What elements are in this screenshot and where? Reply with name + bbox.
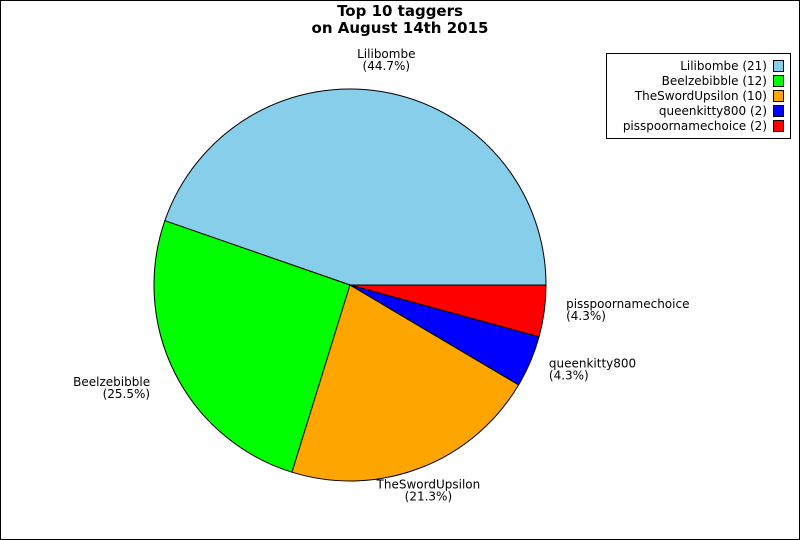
legend-swatch	[773, 59, 784, 72]
legend-item-Beelzebibble: Beelzebibble (12)	[662, 73, 784, 88]
legend-label: Lilibombe (21)	[680, 58, 767, 73]
slice-percent-Lilibombe: (44.7%)	[363, 59, 410, 73]
legend-item-TheSwordUpsilon: TheSwordUpsilon (10)	[635, 88, 784, 103]
slice-percent-pisspoornamechoice: (4.3%)	[566, 309, 606, 323]
legend-swatch	[773, 89, 784, 102]
slice-label-pisspoornamechoice: pisspoornamechoice	[566, 297, 689, 311]
legend-label: TheSwordUpsilon (10)	[634, 88, 767, 103]
legend-item-pisspoornamechoice: pisspoornamechoice (2)	[623, 118, 784, 133]
slice-percent-Beelzebibble: (25.5%)	[103, 387, 150, 401]
legend-label: queenkitty800 (2)	[658, 103, 767, 118]
pie-slice-pisspoornamechoice	[349, 284, 547, 338]
legend-item-Lilibombe: Lilibombe (21)	[680, 58, 784, 73]
legend-swatch	[773, 74, 784, 87]
legend-label: Beelzebibble (12)	[661, 73, 767, 88]
slice-percent-queenkitty800: (4.3%)	[549, 368, 589, 382]
legend-swatch	[773, 104, 784, 117]
slice-label-TheSwordUpsilon: TheSwordUpsilon	[376, 477, 481, 491]
pie-slice-Lilibombe	[164, 88, 547, 286]
legend-item-queenkitty800: queenkitty800 (2)	[659, 103, 784, 118]
chart-title-line-2: on August 14th 2015	[311, 19, 489, 37]
chart-title-line-1: Top 10 taggers	[337, 2, 463, 20]
slice-label-queenkitty800: queenkitty800	[549, 356, 636, 370]
slice-label-Beelzebibble: Beelzebibble	[73, 375, 150, 389]
legend-label: pisspoornamechoice (2)	[622, 118, 767, 133]
legend: Lilibombe (21) Beelzebibble (12) TheSwordU…	[606, 53, 791, 139]
slice-percent-TheSwordUpsilon: (21.3%)	[405, 489, 452, 503]
chart-title: Top 10 taggers on August 14th 2015	[0, 3, 800, 37]
slice-label-Lilibombe: Lilibombe	[357, 47, 415, 61]
legend-swatch	[773, 119, 784, 132]
pie-slice-TheSwordUpsilon	[291, 284, 520, 482]
pie-slice-Beelzebibble	[153, 220, 351, 473]
